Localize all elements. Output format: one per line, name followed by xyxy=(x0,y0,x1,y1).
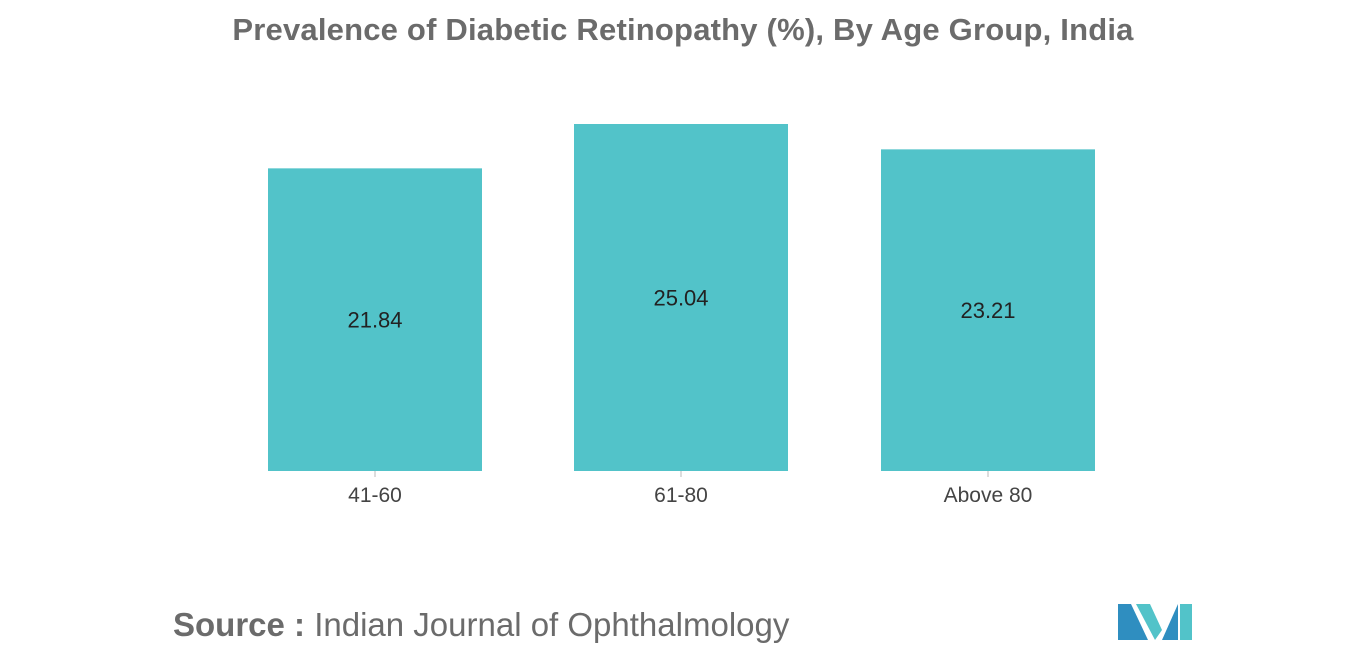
data-labels-layer: 21.84 25.04 23.21 xyxy=(347,286,1015,333)
source-key: Source : xyxy=(173,606,306,643)
bar-chart: 21.84 25.04 23.21 41-60 61-80 Above 80 xyxy=(268,124,1095,507)
data-label: 21.84 xyxy=(347,308,402,333)
x-tick-label: 41-60 xyxy=(348,484,402,507)
data-label: 23.21 xyxy=(960,298,1015,323)
source-value: Indian Journal of Ophthalmology xyxy=(314,606,790,643)
logo-shape-mid xyxy=(1136,604,1162,640)
logo-shape-left xyxy=(1118,604,1148,640)
x-tick-label: 61-80 xyxy=(654,484,708,507)
chart-title: Prevalence of Diabetic Retinopathy (%), … xyxy=(232,12,1134,47)
bar-61-80 xyxy=(574,124,788,471)
bars-layer xyxy=(268,124,1095,472)
x-tick-label: Above 80 xyxy=(944,484,1033,507)
logo-shape-end xyxy=(1180,604,1192,640)
logo-shape-right xyxy=(1162,604,1178,640)
x-axis-ticks: 41-60 61-80 Above 80 xyxy=(348,471,1032,507)
bar-above-80 xyxy=(881,149,1095,472)
data-label: 25.04 xyxy=(653,286,708,311)
source-note: Source : Indian Journal of Ophthalmology xyxy=(173,606,789,644)
bar-41-60 xyxy=(268,168,482,472)
mordor-intelligence-logo xyxy=(1118,604,1192,640)
